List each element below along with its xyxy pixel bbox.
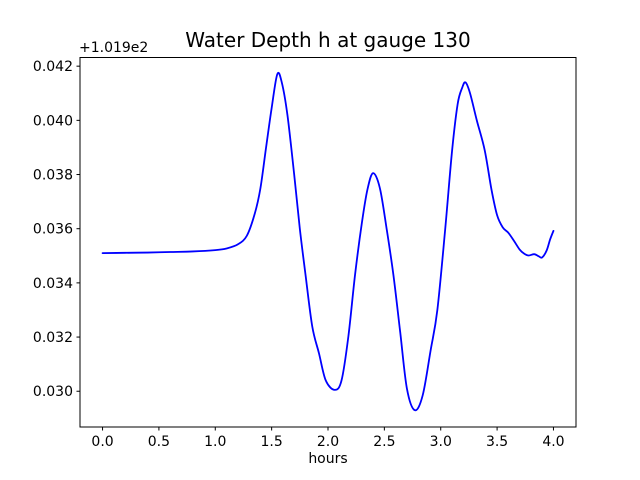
y-tick-label: 0.034 <box>33 276 73 292</box>
y-tick-label: 0.036 <box>33 222 73 238</box>
y-axis-offset-text: +1.019e2 <box>79 40 149 56</box>
x-tick-label: 0.0 <box>91 434 113 450</box>
x-tick-label: 1.5 <box>261 434 283 450</box>
y-tick-label: 0.032 <box>33 330 73 346</box>
plot-border <box>79 57 577 428</box>
x-axis-label: hours <box>308 451 348 467</box>
data-line <box>101 71 555 412</box>
x-tick-label: 0.5 <box>148 434 170 450</box>
y-tick-label: 0.030 <box>33 384 73 400</box>
y-tick-label: 0.040 <box>33 113 73 129</box>
x-tick-label: 4.0 <box>542 434 564 450</box>
x-tick-label: 3.0 <box>430 434 452 450</box>
x-tick-label: 3.5 <box>486 434 508 450</box>
y-tick-label: 0.038 <box>33 168 73 184</box>
x-tick-label: 2.5 <box>373 434 395 450</box>
x-tick-label: 1.0 <box>204 434 226 450</box>
chart-title: Water Depth h at gauge 130 <box>185 28 471 52</box>
y-tick-label: 0.042 <box>33 59 73 75</box>
x-tick-label: 2.0 <box>317 434 339 450</box>
